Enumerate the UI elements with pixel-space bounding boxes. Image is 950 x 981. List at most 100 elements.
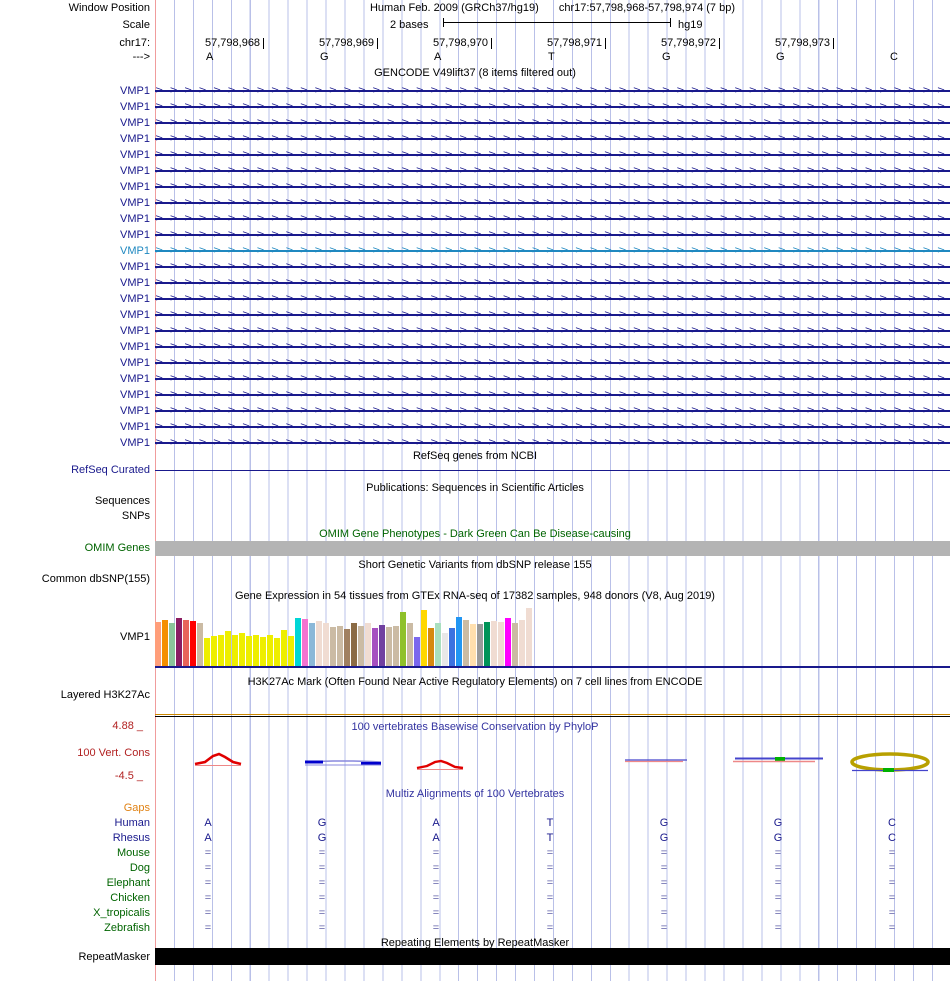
gencode-transcript-row[interactable]: >>>>>>>>>>>>>>>>>>>>>>>>>>>>>>>>>>>>>>>>…	[155, 163, 950, 179]
repeatmasker-band[interactable]	[155, 948, 950, 965]
multiz-species-label[interactable]: Mouse	[116, 847, 150, 859]
gtex-tissue-bar[interactable]	[491, 620, 497, 666]
gencode-transcript-row[interactable]: >>>>>>>>>>>>>>>>>>>>>>>>>>>>>>>>>>>>>>>>…	[155, 307, 950, 323]
gaps-label[interactable]: Gaps	[123, 802, 150, 814]
gtex-tissue-bar[interactable]	[442, 633, 448, 666]
gencode-gene-label[interactable]: VMP1	[120, 373, 150, 385]
repeatmasker-label[interactable]: RepeatMasker	[78, 951, 150, 963]
omim-gene-band[interactable]	[155, 541, 950, 556]
gtex-tissue-bar[interactable]	[295, 617, 301, 666]
gtex-tissue-bar[interactable]	[253, 635, 259, 666]
gencode-transcript-row[interactable]: >>>>>>>>>>>>>>>>>>>>>>>>>>>>>>>>>>>>>>>>…	[155, 259, 950, 275]
gtex-tissue-bar[interactable]	[372, 628, 378, 666]
gtex-tissue-bar[interactable]	[225, 631, 231, 666]
gencode-transcript-row[interactable]: >>>>>>>>>>>>>>>>>>>>>>>>>>>>>>>>>>>>>>>>…	[155, 179, 950, 195]
gencode-gene-label[interactable]: VMP1	[120, 437, 150, 449]
gencode-transcript-row[interactable]: >>>>>>>>>>>>>>>>>>>>>>>>>>>>>>>>>>>>>>>>…	[155, 387, 950, 403]
gencode-transcript-row[interactable]: >>>>>>>>>>>>>>>>>>>>>>>>>>>>>>>>>>>>>>>>…	[155, 83, 950, 99]
gencode-transcript-row[interactable]: >>>>>>>>>>>>>>>>>>>>>>>>>>>>>>>>>>>>>>>>…	[155, 403, 950, 419]
gencode-gene-label[interactable]: VMP1	[120, 261, 150, 273]
gencode-gene-label[interactable]: VMP1	[120, 341, 150, 353]
layered-h3k27ac-label[interactable]: Layered H3K27Ac	[60, 689, 150, 701]
gencode-gene-label[interactable]: VMP1	[120, 309, 150, 321]
gencode-gene-label[interactable]: VMP1	[120, 325, 150, 337]
gtex-tissue-bar[interactable]	[470, 624, 476, 666]
gencode-gene-label[interactable]: VMP1	[120, 117, 150, 129]
gtex-tissue-bar[interactable]	[456, 616, 462, 666]
gtex-tissue-bar[interactable]	[407, 622, 413, 666]
gencode-transcript-row[interactable]: >>>>>>>>>>>>>>>>>>>>>>>>>>>>>>>>>>>>>>>>…	[155, 115, 950, 131]
multiz-species-label[interactable]: Rhesus	[112, 832, 150, 844]
gtex-tissue-bar[interactable]	[351, 623, 357, 666]
common-dbsnp-label[interactable]: Common dbSNP(155)	[41, 573, 150, 585]
gencode-transcript-row[interactable]: >>>>>>>>>>>>>>>>>>>>>>>>>>>>>>>>>>>>>>>>…	[155, 323, 950, 339]
gencode-gene-label[interactable]: VMP1	[120, 165, 150, 177]
gtex-tissue-bar[interactable]	[232, 635, 238, 666]
gencode-gene-label[interactable]: VMP1	[120, 405, 150, 417]
gtex-tissue-bar[interactable]	[365, 622, 371, 666]
gtex-tissue-bar[interactable]	[505, 617, 511, 666]
gtex-tissue-bar[interactable]	[393, 626, 399, 666]
gencode-transcript-row[interactable]: >>>>>>>>>>>>>>>>>>>>>>>>>>>>>>>>>>>>>>>>…	[155, 371, 950, 387]
gtex-tissue-bar[interactable]	[281, 630, 287, 666]
multiz-species-label[interactable]: Chicken	[110, 892, 150, 904]
gencode-transcript-row[interactable]: >>>>>>>>>>>>>>>>>>>>>>>>>>>>>>>>>>>>>>>>…	[155, 99, 950, 115]
gtex-tissue-bar[interactable]	[274, 637, 280, 666]
gtex-tissue-bar[interactable]	[421, 609, 427, 666]
conservation-label[interactable]: 100 Vert. Cons	[77, 747, 150, 759]
gtex-tissue-bar[interactable]	[330, 627, 336, 666]
multiz-species-label[interactable]: Elephant	[106, 877, 150, 889]
gtex-tissue-bar[interactable]	[218, 635, 224, 666]
gtex-tissue-bar[interactable]	[344, 629, 350, 666]
gencode-gene-label[interactable]: VMP1	[120, 133, 150, 145]
conservation-wiggle[interactable]	[155, 720, 950, 820]
gencode-gene-label[interactable]: VMP1	[120, 149, 150, 161]
gtex-tissue-bar[interactable]	[463, 619, 469, 666]
gtex-tissue-bar[interactable]	[400, 611, 406, 666]
multiz-species-label[interactable]: Zebrafish	[104, 922, 150, 934]
gtex-tissue-bar[interactable]	[337, 626, 343, 666]
gencode-transcript-row[interactable]: >>>>>>>>>>>>>>>>>>>>>>>>>>>>>>>>>>>>>>>>…	[155, 275, 950, 291]
gtex-tissue-bar[interactable]	[239, 633, 245, 666]
multiz-species-label[interactable]: Dog	[129, 862, 150, 874]
gtex-tissue-bar[interactable]	[309, 622, 315, 666]
gtex-tissue-bar[interactable]	[169, 623, 175, 666]
gtex-tissue-bar[interactable]	[428, 628, 434, 666]
gtex-tissue-bar[interactable]	[302, 618, 308, 666]
gencode-transcript-row[interactable]: >>>>>>>>>>>>>>>>>>>>>>>>>>>>>>>>>>>>>>>>…	[155, 419, 950, 435]
gtex-tissue-bar[interactable]	[162, 619, 168, 666]
gencode-gene-label[interactable]: VMP1	[120, 357, 150, 369]
gtex-tissue-bar[interactable]	[358, 626, 364, 666]
gencode-transcript-row[interactable]: >>>>>>>>>>>>>>>>>>>>>>>>>>>>>>>>>>>>>>>>…	[155, 131, 950, 147]
refseq-feature-line[interactable]	[155, 470, 950, 471]
gtex-tissue-bar[interactable]	[316, 620, 322, 666]
gencode-gene-label[interactable]: VMP1	[120, 277, 150, 289]
gtex-tissue-bar[interactable]	[435, 623, 441, 666]
omim-genes-label[interactable]: OMIM Genes	[84, 542, 150, 554]
gencode-transcript-row[interactable]: >>>>>>>>>>>>>>>>>>>>>>>>>>>>>>>>>>>>>>>>…	[155, 211, 950, 227]
gtex-tissue-bar[interactable]	[484, 621, 490, 666]
gencode-transcript-row[interactable]: >>>>>>>>>>>>>>>>>>>>>>>>>>>>>>>>>>>>>>>>…	[155, 339, 950, 355]
multiz-species-label[interactable]: Human	[114, 817, 150, 829]
gtex-tissue-bar[interactable]	[155, 621, 161, 666]
gencode-gene-label[interactable]: VMP1	[120, 213, 150, 225]
gencode-gene-label[interactable]: VMP1	[120, 389, 150, 401]
gtex-tissue-bar[interactable]	[498, 621, 504, 666]
snps-label[interactable]: SNPs	[121, 510, 150, 522]
multiz-species-label[interactable]: X_tropicalis	[93, 907, 150, 919]
gencode-gene-label[interactable]: VMP1	[120, 197, 150, 209]
gtex-tissue-bar[interactable]	[267, 635, 273, 666]
refseq-curated-label[interactable]: RefSeq Curated	[71, 464, 150, 476]
gencode-transcript-row[interactable]: >>>>>>>>>>>>>>>>>>>>>>>>>>>>>>>>>>>>>>>>…	[155, 243, 950, 259]
gtex-tissue-bar[interactable]	[176, 617, 182, 666]
gencode-transcript-row[interactable]: >>>>>>>>>>>>>>>>>>>>>>>>>>>>>>>>>>>>>>>>…	[155, 355, 950, 371]
gtex-expression-chart[interactable]	[155, 608, 535, 666]
gtex-tissue-bar[interactable]	[414, 637, 420, 666]
gencode-gene-label[interactable]: VMP1	[120, 229, 150, 241]
gencode-gene-label[interactable]: VMP1	[120, 245, 150, 257]
gencode-transcript-row[interactable]: >>>>>>>>>>>>>>>>>>>>>>>>>>>>>>>>>>>>>>>>…	[155, 435, 950, 451]
gtex-tissue-bar[interactable]	[288, 636, 294, 666]
gencode-gene-label[interactable]: VMP1	[120, 421, 150, 433]
gtex-tissue-bar[interactable]	[323, 622, 329, 666]
gtex-tissue-bar[interactable]	[519, 619, 525, 666]
